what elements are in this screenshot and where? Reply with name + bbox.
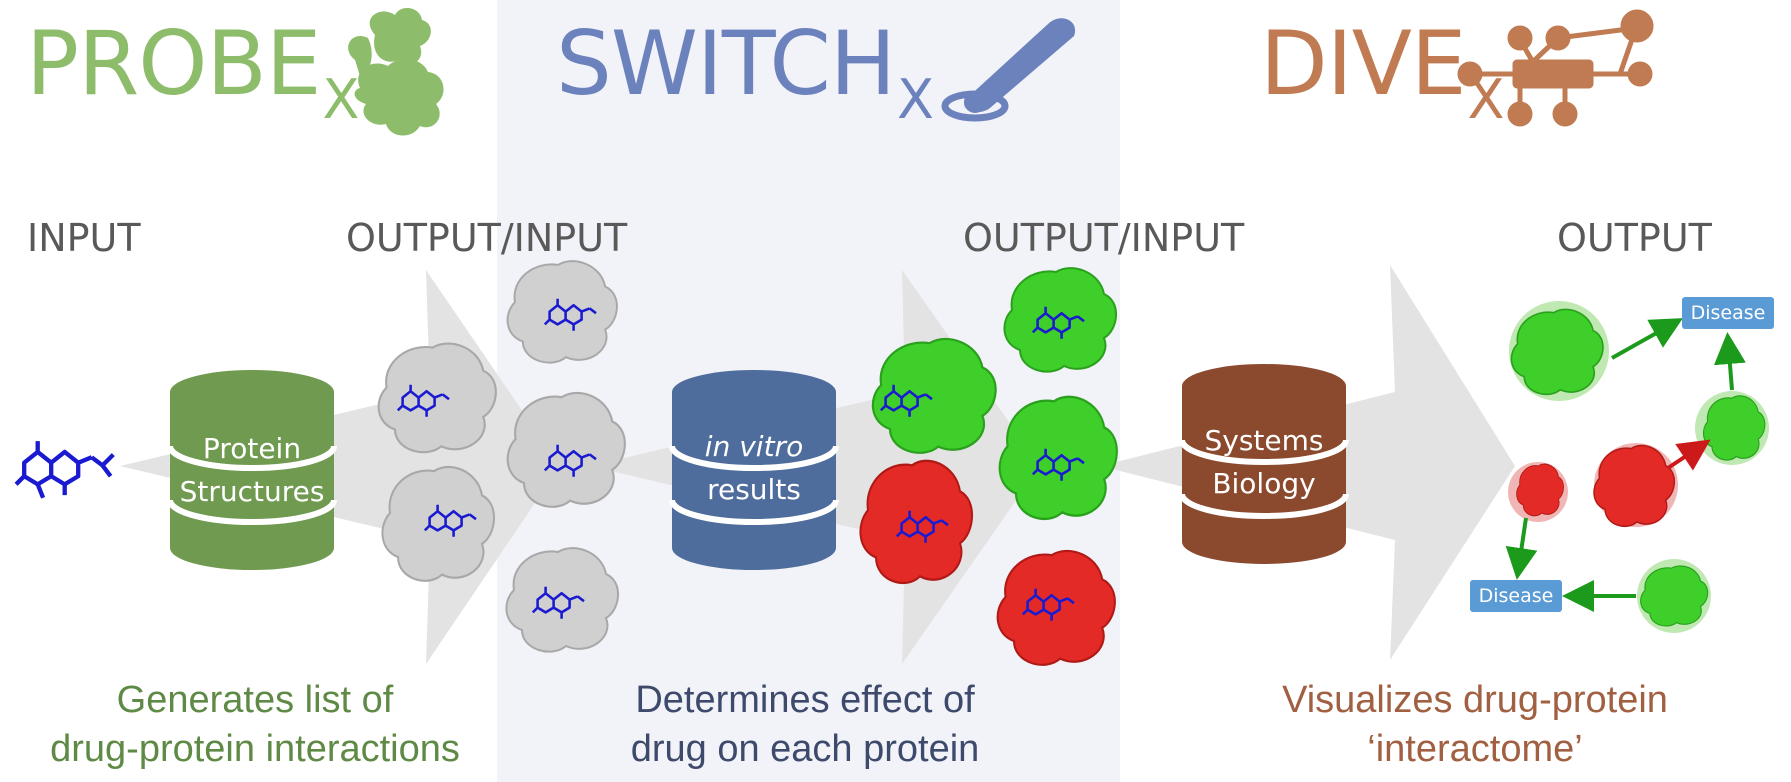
- node-protein-green-2: [1702, 395, 1766, 461]
- network-icon: [1457, 9, 1654, 127]
- protein-grey-3: [506, 260, 618, 364]
- protein-grey-5: [505, 547, 620, 653]
- caption-probe: Generates list of drug-protein interacti…: [50, 679, 460, 770]
- edge-green-3: [1505, 517, 1538, 580]
- disease-box-top: Disease: [1682, 297, 1774, 329]
- database-label-invitro: in vitro results: [704, 430, 804, 506]
- dive-title: DIVEX: [1260, 12, 1505, 131]
- switch-title: SWITCHX: [556, 12, 934, 131]
- caption-switch: Determines effect of drug on each protei…: [630, 679, 980, 770]
- toggle-switch-icon: [941, 18, 1076, 122]
- protein-green-2: [1003, 267, 1118, 373]
- edge-green-1: [1611, 318, 1683, 360]
- edge-red-1: [1666, 439, 1711, 471]
- stage-label-output-input-2: OUTPUT/INPUT: [963, 216, 1245, 260]
- database-label-systems: Systems Biology: [1204, 424, 1324, 500]
- stage-label-output: OUTPUT: [1557, 216, 1712, 260]
- database-label-protein: Protein Structures: [179, 432, 325, 508]
- node-protein-red-1: [1593, 444, 1676, 528]
- protein-grey-4: [506, 391, 626, 508]
- stage-label-input: INPUT: [27, 216, 141, 260]
- protein-green-1: [871, 337, 997, 454]
- stage-label-output-input-1: OUTPUT/INPUT: [346, 216, 628, 260]
- disease-box-bottom: Disease: [1470, 580, 1562, 612]
- protein-red-2: [996, 549, 1116, 666]
- database-invitro-results: [669, 370, 839, 570]
- node-protein-green-3: [1640, 565, 1709, 627]
- drug-molecule-input: [16, 441, 115, 499]
- database-protein-structures: [167, 370, 337, 570]
- database-systems-biology: [1179, 364, 1349, 564]
- edge-green-2: [1713, 332, 1746, 391]
- protein-grey-2: [381, 465, 496, 582]
- node-protein-green-1: [1510, 308, 1604, 396]
- caption-dive: Visualizes drug-protein ‘interactome’: [1282, 679, 1668, 770]
- protein-cluster-icon: [348, 7, 444, 136]
- interactome-network: [1505, 301, 1769, 633]
- probe-title: PROBEX: [26, 12, 359, 131]
- node-protein-red-2: [1516, 463, 1565, 517]
